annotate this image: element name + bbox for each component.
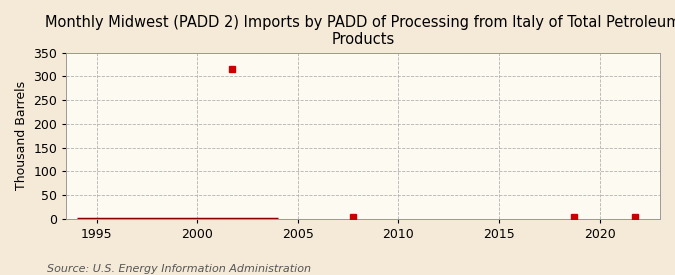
Title: Monthly Midwest (PADD 2) Imports by PADD of Processing from Italy of Total Petro: Monthly Midwest (PADD 2) Imports by PADD… — [45, 15, 675, 47]
Y-axis label: Thousand Barrels: Thousand Barrels — [15, 81, 28, 190]
Text: Source: U.S. Energy Information Administration: Source: U.S. Energy Information Administ… — [47, 264, 311, 274]
